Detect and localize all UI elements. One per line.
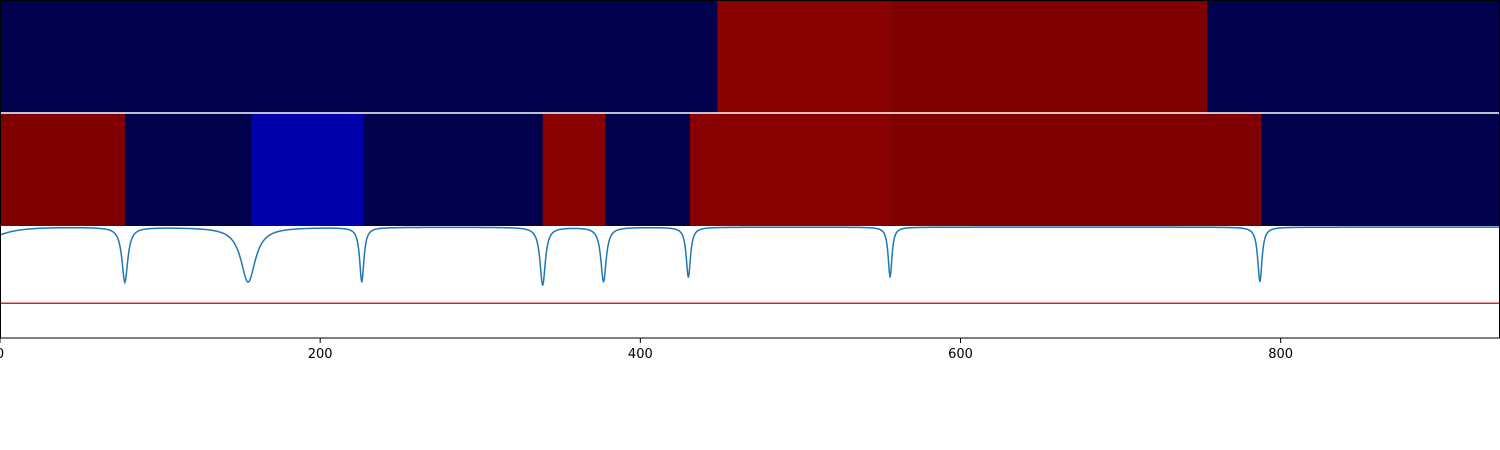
signal-line (0, 226, 1500, 286)
x-tick-label-400: 400 (628, 347, 653, 362)
x-tick-label-800: 800 (1268, 347, 1293, 362)
heatmap-cell-row0-3 (1207, 0, 1500, 113)
x-axis: 0 200 400 600 800 (0, 338, 1293, 362)
heatmap-cell-row1-4 (542, 113, 606, 226)
heatmap-cell-row0-0 (0, 0, 718, 113)
heatmap-cell-row1-3 (363, 113, 544, 226)
heatmap-cell-row1-2 (251, 113, 364, 226)
heatmap-cell-row1-0 (0, 113, 126, 226)
heatmap-cell-row0-1 (717, 0, 893, 113)
heatmap-cell-row0-2 (891, 0, 1208, 113)
signal-panel-background (0, 226, 1500, 338)
signal-panel (0, 226, 1500, 338)
x-tick-label-600: 600 (948, 347, 973, 362)
x-tick-label-200: 200 (308, 347, 333, 362)
heatmap-row-top (0, 0, 1500, 113)
heatmap-cell-row1-7 (891, 113, 1263, 226)
x-tick-label-0: 0 (0, 347, 4, 362)
heatmap-cell-row1-6 (689, 113, 893, 226)
heatmap-row-middle (0, 113, 1500, 226)
heatmap-cell-row1-5 (605, 113, 691, 226)
heatmap-cell-row1-1 (124, 113, 252, 226)
heatmap-cell-row1-8 (1261, 113, 1500, 226)
